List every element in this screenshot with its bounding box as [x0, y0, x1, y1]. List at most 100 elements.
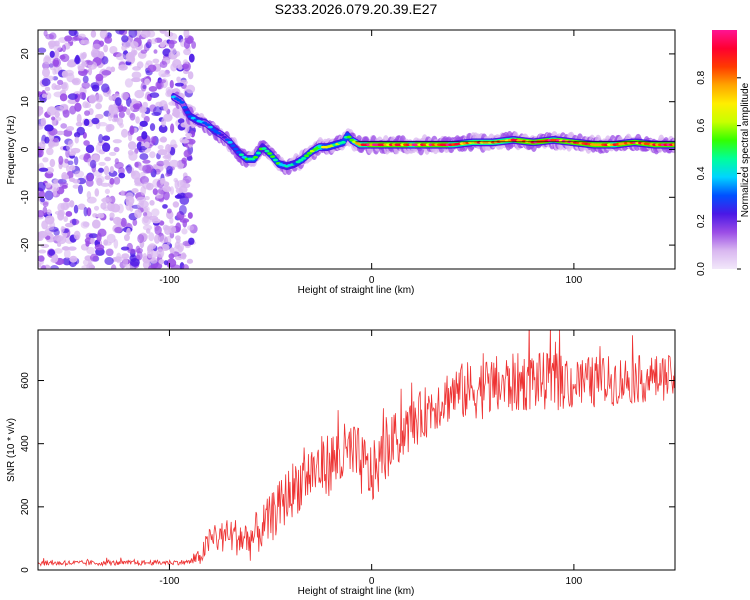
- noise-blob: [125, 108, 131, 116]
- noise-blob: [180, 179, 187, 188]
- noise-blob: [49, 140, 55, 149]
- noise-blob: [98, 161, 106, 166]
- noise-blob: [62, 257, 72, 266]
- noise-blob: [89, 253, 99, 262]
- snr-y-ticks: 0 200 400 600: [20, 372, 675, 573]
- noise-blob: [54, 111, 60, 118]
- noise-blob: [139, 176, 150, 185]
- noise-blob: [156, 248, 165, 258]
- noise-blob: [127, 248, 137, 254]
- noise-blob: [95, 102, 102, 110]
- noise-blob: [76, 126, 85, 136]
- noise-blob: [115, 30, 125, 35]
- noise-blob: [80, 39, 85, 45]
- noise-blob: [154, 225, 162, 235]
- noise-blob: [49, 265, 59, 269]
- noise-blob: [139, 120, 148, 127]
- noise-blob: [129, 125, 135, 135]
- noise-blob: [51, 83, 57, 91]
- noise-blob: [67, 98, 78, 104]
- noise-blob: [78, 33, 86, 39]
- noise-blob: [103, 165, 110, 176]
- noise-blob: [108, 151, 117, 156]
- noise-blob: [38, 255, 45, 262]
- noise-blob: [46, 147, 54, 156]
- noise-blob: [67, 160, 74, 166]
- noise-blob: [95, 175, 105, 184]
- noise-blob: [76, 113, 82, 124]
- noise-blob: [149, 123, 156, 131]
- y-tick-label: 400: [20, 435, 31, 452]
- noise-blob: [81, 81, 91, 89]
- noise-blob: [148, 232, 155, 242]
- noise-blob: [44, 215, 55, 225]
- noise-blob: [151, 111, 161, 117]
- noise-blob: [151, 218, 161, 224]
- noise-blob: [126, 164, 133, 174]
- noise-blob: [142, 101, 148, 109]
- x-tick-label: 100: [566, 275, 583, 286]
- ridge-peak: [185, 111, 191, 114]
- noise-blob: [43, 56, 52, 65]
- noise-blob: [118, 111, 125, 119]
- noise-blob: [113, 176, 121, 185]
- noise-blob: [86, 246, 96, 255]
- noise-blob: [185, 132, 193, 138]
- noise-blob: [136, 196, 147, 202]
- noise-blob: [175, 187, 183, 194]
- noise-blob: [160, 243, 170, 252]
- noise-blob: [71, 218, 77, 226]
- snr-panel: -100 0 100 0 200 400 600 Height of straight l…: [6, 329, 676, 597]
- noise-blob: [45, 225, 55, 231]
- noise-blob: [160, 73, 171, 78]
- noise-blob: [94, 244, 105, 251]
- spectrogram-noise: [38, 30, 198, 269]
- noise-blob: [172, 58, 182, 69]
- noise-blob: [120, 91, 129, 101]
- noise-blob: [121, 44, 127, 51]
- noise-blob: [60, 123, 68, 129]
- noise-blob: [167, 225, 177, 234]
- y-tick-label: 0: [20, 146, 31, 152]
- noise-blob: [82, 101, 89, 109]
- noise-blob: [155, 101, 163, 107]
- colorbar-ticks: 0.0 0.2 0.4 0.6 0.8: [696, 70, 741, 276]
- noise-blob: [109, 46, 118, 55]
- noise-blob: [38, 106, 44, 116]
- ridge-peak: [230, 144, 236, 148]
- noise-blob: [69, 200, 75, 208]
- noise-blob: [140, 82, 147, 92]
- noise-blob: [95, 113, 104, 120]
- noise-blob: [149, 257, 158, 264]
- noise-blob: [95, 93, 103, 103]
- noise-blob: [171, 111, 178, 117]
- noise-blob: [40, 117, 47, 127]
- noise-blob: [166, 208, 172, 214]
- noise-blob: [94, 188, 100, 197]
- noise-blob: [137, 233, 145, 244]
- noise-blob: [66, 126, 75, 132]
- noise-blob: [100, 202, 107, 210]
- noise-blob: [74, 170, 85, 178]
- noise-blob: [175, 235, 181, 241]
- noise-blob: [166, 235, 172, 245]
- noise-blob: [141, 131, 148, 140]
- noise-blob: [103, 44, 109, 53]
- ridge-peak: [261, 147, 267, 150]
- colorbar-scale: [712, 30, 737, 269]
- ridge-peak: [210, 128, 216, 132]
- noise-blob: [52, 68, 57, 75]
- noise-blob: [142, 253, 147, 261]
- noise-blob: [124, 78, 133, 88]
- noise-blob: [148, 85, 158, 92]
- colorbar-tick-label: 0.6: [696, 118, 707, 132]
- noise-blob: [109, 165, 114, 174]
- noise-blob: [91, 219, 101, 229]
- noise-blob: [82, 75, 89, 84]
- noise-blob: [85, 144, 95, 154]
- ridge-peak: [182, 106, 188, 109]
- noise-blob: [156, 160, 166, 167]
- snr-series-line: [38, 330, 675, 567]
- noise-blob: [110, 264, 117, 269]
- spectrogram-x-ticks: -100 0 100: [159, 30, 583, 286]
